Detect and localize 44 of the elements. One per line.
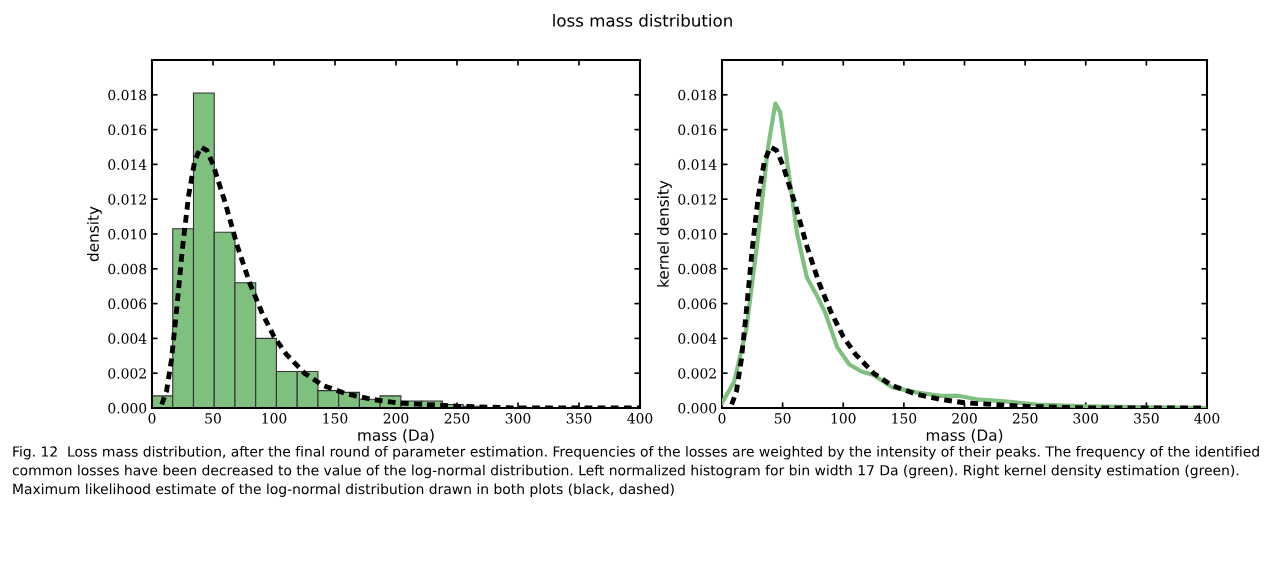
- x-tick-label: 250: [444, 413, 470, 424]
- y-axis-title: kernel density: [657, 180, 672, 287]
- x-tick-label: 200: [952, 413, 977, 424]
- x-axis-title: mass (Da): [358, 429, 434, 443]
- x-tick-label: 150: [323, 413, 348, 424]
- y-tick-label: 0.000: [678, 402, 717, 414]
- caption: Fig. 12 Loss mass distribution, after the final round of parameter estimation. Frequencies of the losses are weighted by the intensity of their peaks. The frequency of the identified common losses have been decreased to the value of the log-normal distribution. Left normalized histogram for bin width 17 Da (green). Right kernel density estimation (green). Maximum likelihood estimate of the log-normal distribution drawn in both plots (black, dashed): [12, 446, 1259, 497]
- y-tick-label: 0.014: [678, 159, 717, 170]
- x-tick-label: 50: [205, 413, 221, 424]
- x-tick-label: 300: [1073, 413, 1099, 424]
- y-tick-label: 0.012: [108, 194, 146, 205]
- y-tick-label: 0.016: [108, 124, 147, 136]
- y-tick-label: 0.006: [678, 298, 717, 310]
- x-tick-label: 0: [718, 413, 726, 424]
- y-axis-title: density: [87, 206, 102, 262]
- x-tick-label: 400: [627, 413, 653, 424]
- y-tick-label: 0.008: [108, 263, 147, 275]
- y-tick-label: 0.002: [678, 368, 716, 379]
- x-axis-title: mass (Da): [926, 429, 1003, 443]
- y-tick-label: 0.002: [108, 368, 146, 379]
- x-tick-label: 0: [148, 413, 156, 424]
- y-tick-label: 0.004: [108, 333, 147, 344]
- y-tick-label: 0.000: [108, 402, 147, 414]
- y-tick-label: 0.004: [678, 333, 717, 344]
- y-tick-label: 0.018: [108, 89, 147, 101]
- y-tick-label: 0.012: [678, 194, 716, 205]
- x-tick-label: 350: [566, 413, 592, 424]
- y-tick-label: 0.016: [678, 124, 717, 136]
- y-tick-label: 0.008: [678, 263, 717, 275]
- y-tick-label: 0.014: [108, 159, 147, 170]
- y-tick-label: 0.010: [678, 228, 717, 240]
- x-tick-label: 100: [262, 413, 287, 424]
- x-tick-label: 150: [892, 413, 917, 424]
- x-tick-label: 250: [1012, 413, 1038, 424]
- y-tick-label: 0.018: [678, 89, 717, 101]
- x-tick-label: 350: [1134, 413, 1159, 424]
- x-tick-label: 300: [505, 413, 531, 424]
- x-tick-label: 400: [1194, 413, 1220, 424]
- x-tick-label: 100: [831, 413, 856, 424]
- x-tick-label: 200: [383, 413, 409, 424]
- x-tick-label: 50: [774, 413, 791, 424]
- y-tick-label: 0.006: [108, 298, 147, 310]
- chart-title: loss mass distribution: [553, 13, 732, 27]
- y-tick-label: 0.010: [108, 228, 147, 240]
